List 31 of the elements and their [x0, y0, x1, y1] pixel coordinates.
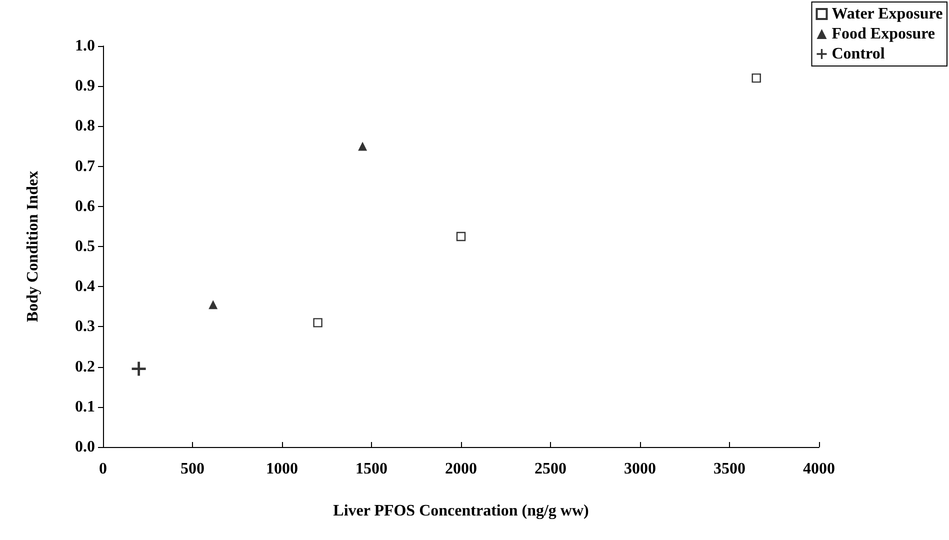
x-tick-label: 1000 [266, 460, 298, 478]
x-tick-label: 1500 [356, 460, 388, 478]
x-tick-label: 4000 [803, 460, 835, 478]
y-axis-title: Body Condition Index [24, 170, 42, 322]
point [752, 73, 761, 83]
legend-label: Control [832, 46, 886, 62]
y-tick-label: 0.3 [75, 318, 95, 336]
x-tick-label: 0 [99, 460, 107, 478]
y-tick-label: 0.0 [75, 438, 95, 456]
y-tick-label: 0.4 [75, 278, 95, 296]
point [313, 318, 322, 328]
x-tick-label: 2500 [534, 460, 566, 478]
y-tick-label: 0.7 [75, 158, 95, 175]
y-tick-label: 0.5 [75, 238, 95, 255]
x-tick-label: 3000 [624, 460, 656, 478]
point [132, 362, 146, 376]
y-tick-label: 1.0 [75, 38, 95, 54]
x-tick-label: 3500 [714, 460, 746, 478]
y-tick-label: 0.6 [75, 198, 95, 215]
x-axis-title: Liver PFOS Concentration (ng/g ww) [333, 502, 589, 520]
y-tick-label: 0.2 [75, 358, 95, 376]
y-tick-label: 0.1 [75, 398, 95, 416]
y-tick-label: 0.9 [75, 78, 95, 95]
point [456, 232, 466, 242]
point [358, 142, 368, 151]
y-tick-label: 0.8 [75, 118, 95, 135]
x-tick-label: 2000 [445, 460, 477, 478]
legend-label: Food Exposure [832, 26, 936, 42]
x-tick-label: 500 [180, 460, 204, 478]
point [208, 300, 218, 310]
legend-label: Water Exposure [832, 6, 943, 22]
